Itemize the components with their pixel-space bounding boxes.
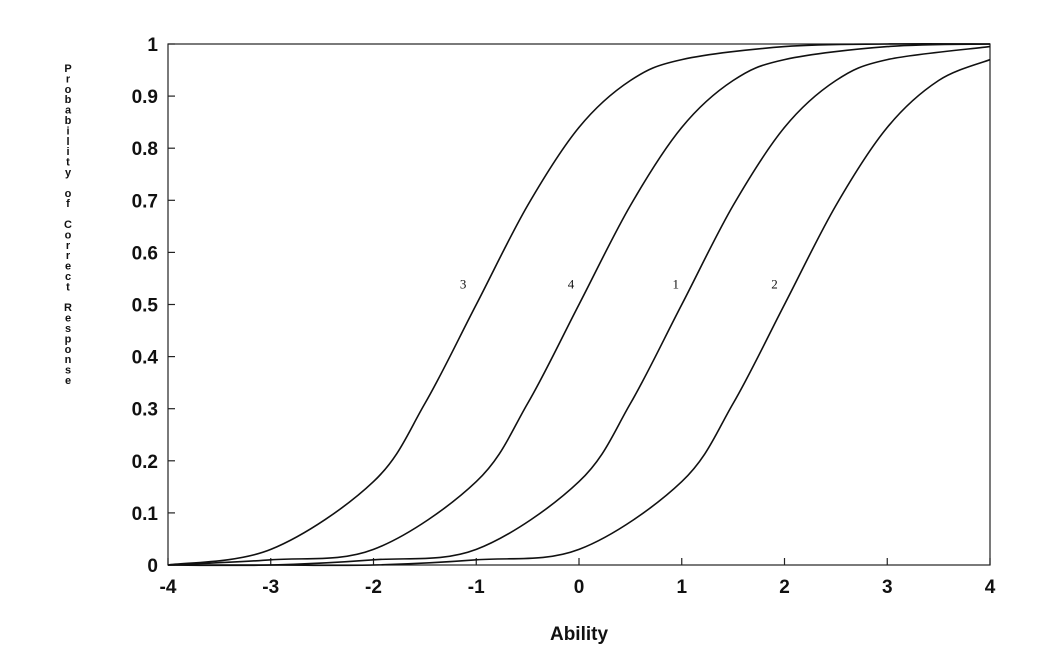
y-tick-label: 0.7	[132, 191, 158, 212]
x-tick-label: -2	[365, 577, 382, 598]
y-tick-label: 0.4	[132, 348, 159, 369]
x-tick-label: 2	[779, 577, 790, 598]
y-axis-title-char: e	[65, 261, 71, 273]
y-axis-title-char: p	[65, 333, 72, 345]
y-tick-label: 0	[147, 556, 158, 577]
y-axis-title-char: s	[65, 323, 71, 335]
y-tick-label: 0.9	[132, 87, 158, 108]
y-axis-title-char: f	[66, 198, 70, 210]
y-axis-title-char: i	[66, 146, 69, 158]
curves	[167, 43, 991, 567]
x-tick-label: 0	[574, 577, 585, 598]
y-axis-title-char: o	[65, 229, 72, 241]
x-tick-label: 1	[676, 577, 687, 598]
y-tick-label: 0.1	[132, 504, 159, 525]
y-tick-label: 0.2	[132, 452, 158, 473]
y-axis-title-char: e	[65, 375, 71, 387]
y-axis-title-char: o	[65, 84, 72, 96]
y-axis-title-char: i	[66, 125, 69, 137]
y-tick-label: 0.3	[132, 400, 158, 421]
y-axis-title-char: b	[65, 115, 72, 127]
y-axis-title-char: e	[65, 313, 71, 325]
y-axis-title-char: C	[64, 219, 72, 231]
y-axis-title-char: o	[65, 344, 72, 356]
curve-item-1	[167, 45, 991, 567]
curve-item-3	[167, 43, 991, 566]
y-axis-title-char: t	[66, 157, 70, 169]
y-axis-title-char: R	[64, 302, 72, 314]
y-axis-title-char: c	[65, 271, 71, 283]
y-tick-label: 1	[147, 35, 158, 56]
y-axis-title-char: r	[66, 240, 71, 252]
x-tick-label: -3	[262, 577, 279, 598]
x-tick-label: -1	[468, 577, 485, 598]
y-axis-title-char: b	[65, 94, 72, 106]
y-axis-title-char: l	[66, 136, 69, 148]
curve-item-2	[167, 58, 991, 567]
curve-labels: 3 4 1 2	[460, 277, 778, 292]
y-tick-label: 0.8	[132, 139, 158, 160]
x-tick-label: 4	[985, 577, 996, 598]
x-tick-label: -4	[160, 577, 177, 598]
x-tick-label: 3	[882, 577, 893, 598]
y-axis-title-char: o	[65, 188, 72, 200]
y-axis-title-char: n	[65, 354, 72, 366]
curve-item-4	[167, 43, 991, 566]
curve-label: 1	[673, 277, 680, 292]
y-axis-title-char: t	[66, 281, 70, 293]
y-axis-title-char: r	[66, 73, 71, 85]
y-axis-title-char: y	[65, 167, 72, 179]
y-axis-title-char: P	[64, 63, 71, 75]
y-axis-title-char: a	[65, 105, 72, 117]
curve-label: 3	[460, 277, 467, 292]
curve-label: 2	[771, 277, 778, 292]
y-axis-title-char: s	[65, 365, 71, 377]
x-tick-labels: -4 -3 -2 -1 0 1 2 3 4	[160, 577, 996, 598]
curve-label: 4	[568, 277, 575, 292]
y-tick-label: 0.6	[132, 243, 158, 264]
y-axis-title-char: r	[66, 250, 71, 262]
x-axis-title: Ability	[550, 624, 608, 645]
y-tick-labels: 0 0.1 0.2 0.3 0.4 0.5 0.6 0.7 0.8 0.9 1	[132, 35, 159, 577]
y-tick-label: 0.5	[132, 296, 159, 317]
